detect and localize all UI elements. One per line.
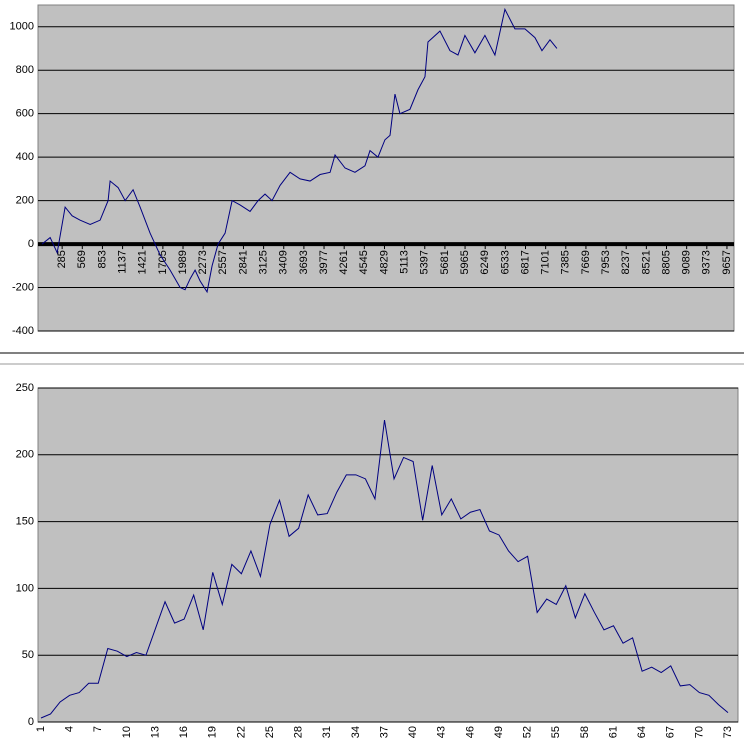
- y-tick-label: 0: [28, 716, 34, 728]
- x-tick-label: 1137: [116, 250, 128, 274]
- x-tick-label: 3693: [298, 250, 310, 274]
- x-tick-label: 6533: [499, 250, 511, 274]
- x-tick-label: 7: [92, 726, 104, 732]
- x-tick-label: 37: [378, 726, 390, 738]
- line-series: [41, 7, 558, 294]
- x-tick-label: 7669: [580, 250, 592, 274]
- x-tick-label: 6817: [519, 250, 531, 274]
- y-tick-label: -200: [12, 281, 34, 293]
- y-tick-label: 250: [16, 382, 34, 394]
- x-tick-label: 569: [76, 250, 88, 268]
- x-tick-label: 853: [96, 250, 108, 268]
- x-tick-label: 5681: [439, 250, 451, 274]
- x-tick-label: 3409: [278, 250, 290, 274]
- x-tick-label: 5397: [419, 250, 431, 274]
- x-tick-label: 2841: [237, 250, 249, 274]
- x-tick-label: 9089: [681, 250, 693, 274]
- x-tick-label: 55: [550, 726, 562, 738]
- y-tick-label: 100: [16, 582, 34, 594]
- plot-area: [37, 387, 739, 723]
- x-tick-label: 7385: [560, 250, 572, 274]
- x-tick-label: 10: [121, 726, 133, 738]
- x-tick-label: 4261: [338, 250, 350, 274]
- x-tick-label: 8237: [620, 250, 632, 274]
- x-tick-label: 4: [64, 726, 76, 732]
- y-tick-label: -400: [12, 325, 34, 337]
- x-tick-label: 1: [35, 726, 47, 732]
- x-tick-label: 31: [321, 726, 333, 738]
- y-tick-label: 50: [22, 649, 34, 661]
- line-series: [40, 419, 729, 719]
- x-tick-label: 22: [235, 726, 247, 738]
- x-tick-label: 25: [264, 726, 276, 738]
- x-tick-label: 8521: [640, 250, 652, 274]
- x-tick-label: 1421: [137, 250, 149, 274]
- x-tick-label: 5113: [399, 250, 411, 274]
- x-tick-label: 5965: [459, 250, 471, 274]
- x-tick-label: 8805: [660, 250, 672, 274]
- x-tick-label: 28: [293, 726, 305, 738]
- x-tick-label: 285: [56, 250, 68, 268]
- x-tick-label: 70: [693, 726, 705, 738]
- x-tick-label: 52: [522, 726, 534, 738]
- x-tick-label: 40: [407, 726, 419, 738]
- x-tick-label: 4829: [378, 250, 390, 274]
- x-tick-label: 9373: [701, 250, 713, 274]
- x-tick-label: 13: [149, 726, 161, 738]
- y-tick-label: 200: [16, 449, 34, 461]
- x-tick-label: 49: [493, 726, 505, 738]
- x-tick-label: 2557: [217, 250, 229, 274]
- x-tick-label: 58: [579, 726, 591, 738]
- x-tick-label: 7101: [540, 250, 552, 274]
- plot-area: [37, 4, 735, 332]
- x-tick-label: 1989: [177, 250, 189, 274]
- x-tick-label: 16: [178, 726, 190, 738]
- y-tick-label: 150: [16, 516, 34, 528]
- x-tick-label: 34: [350, 726, 362, 738]
- x-tick-label: 6249: [479, 250, 491, 274]
- x-tick-label: 7953: [600, 250, 612, 274]
- x-tick-label: 1705: [157, 250, 169, 274]
- x-tick-label: 4545: [358, 250, 370, 274]
- y-tick-label: 1000: [10, 21, 34, 33]
- x-tick-label: 19: [207, 726, 219, 738]
- y-tick-label: 400: [16, 151, 34, 163]
- x-tick-label: 2273: [197, 250, 209, 274]
- y-tick-label: 600: [16, 108, 34, 120]
- x-tick-label: 3125: [258, 250, 270, 274]
- y-tick-label: 200: [16, 195, 34, 207]
- x-tick-label: 46: [464, 726, 476, 738]
- x-tick-label: 67: [665, 726, 677, 738]
- x-tick-label: 3977: [318, 250, 330, 274]
- x-tick-label: 64: [636, 726, 648, 738]
- x-tick-label: 73: [722, 726, 734, 738]
- y-tick-label: 800: [16, 64, 34, 76]
- y-tick-label: 0: [28, 238, 34, 250]
- x-tick-label: 61: [607, 726, 619, 738]
- x-tick-label: 43: [436, 726, 448, 738]
- x-tick-label: 9657: [721, 250, 733, 274]
